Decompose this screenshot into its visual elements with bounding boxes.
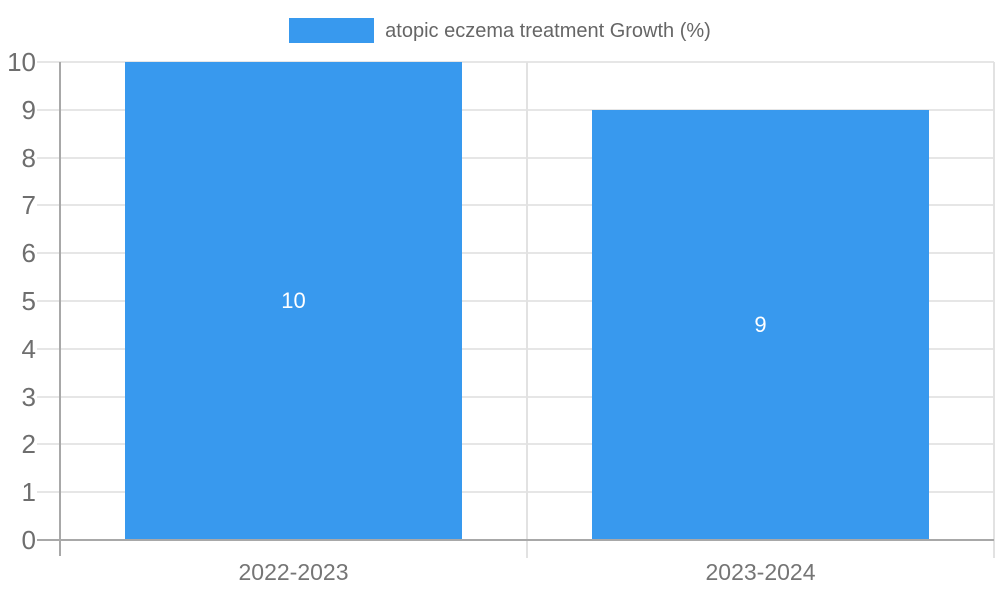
gridline bbox=[37, 156, 994, 159]
legend-label: atopic eczema treatment Growth (%) bbox=[385, 19, 711, 42]
y-tick-label: 1 bbox=[21, 477, 36, 508]
gridline bbox=[37, 443, 994, 446]
y-tick-label: 3 bbox=[21, 381, 36, 412]
gridline bbox=[37, 347, 994, 350]
y-tick-label: 7 bbox=[21, 190, 36, 221]
gridline bbox=[37, 61, 994, 63]
bar-value-label: 10 bbox=[281, 288, 306, 313]
y-tick-label: 10 bbox=[7, 47, 36, 77]
gridline bbox=[37, 252, 994, 255]
gridline bbox=[37, 395, 994, 398]
gridline bbox=[37, 491, 994, 494]
x-tick-label: 2022-2023 bbox=[238, 559, 349, 585]
category-divider-line bbox=[993, 62, 995, 558]
category-divider-line bbox=[526, 62, 528, 558]
x-axis-baseline bbox=[37, 539, 994, 541]
gridline bbox=[37, 108, 994, 111]
y-tick-label: 5 bbox=[21, 286, 36, 316]
bar-value-label: 9 bbox=[754, 311, 767, 337]
bar bbox=[125, 62, 462, 540]
legend-swatch bbox=[289, 18, 375, 43]
plot-area: 0 1 2 3 4 5 6 7 8 9 10 10 2022-2023 9 2023-2024 bbox=[7, 49, 995, 584]
y-tick-label: 4 bbox=[21, 333, 36, 364]
y-tick-label: 2 bbox=[21, 429, 36, 460]
y-tick-label: 0 bbox=[21, 525, 36, 555]
y-tick-label: 9 bbox=[21, 94, 36, 125]
y-tick-label: 6 bbox=[21, 238, 36, 269]
y-axis-line bbox=[59, 62, 61, 556]
legend: atopic eczema treatment Growth (%) bbox=[0, 18, 1000, 43]
gridline bbox=[37, 204, 994, 207]
y-tick-label: 8 bbox=[21, 142, 36, 173]
x-tick-label: 2023-2024 bbox=[705, 559, 816, 585]
bar bbox=[592, 109, 929, 540]
gridline bbox=[37, 300, 994, 302]
